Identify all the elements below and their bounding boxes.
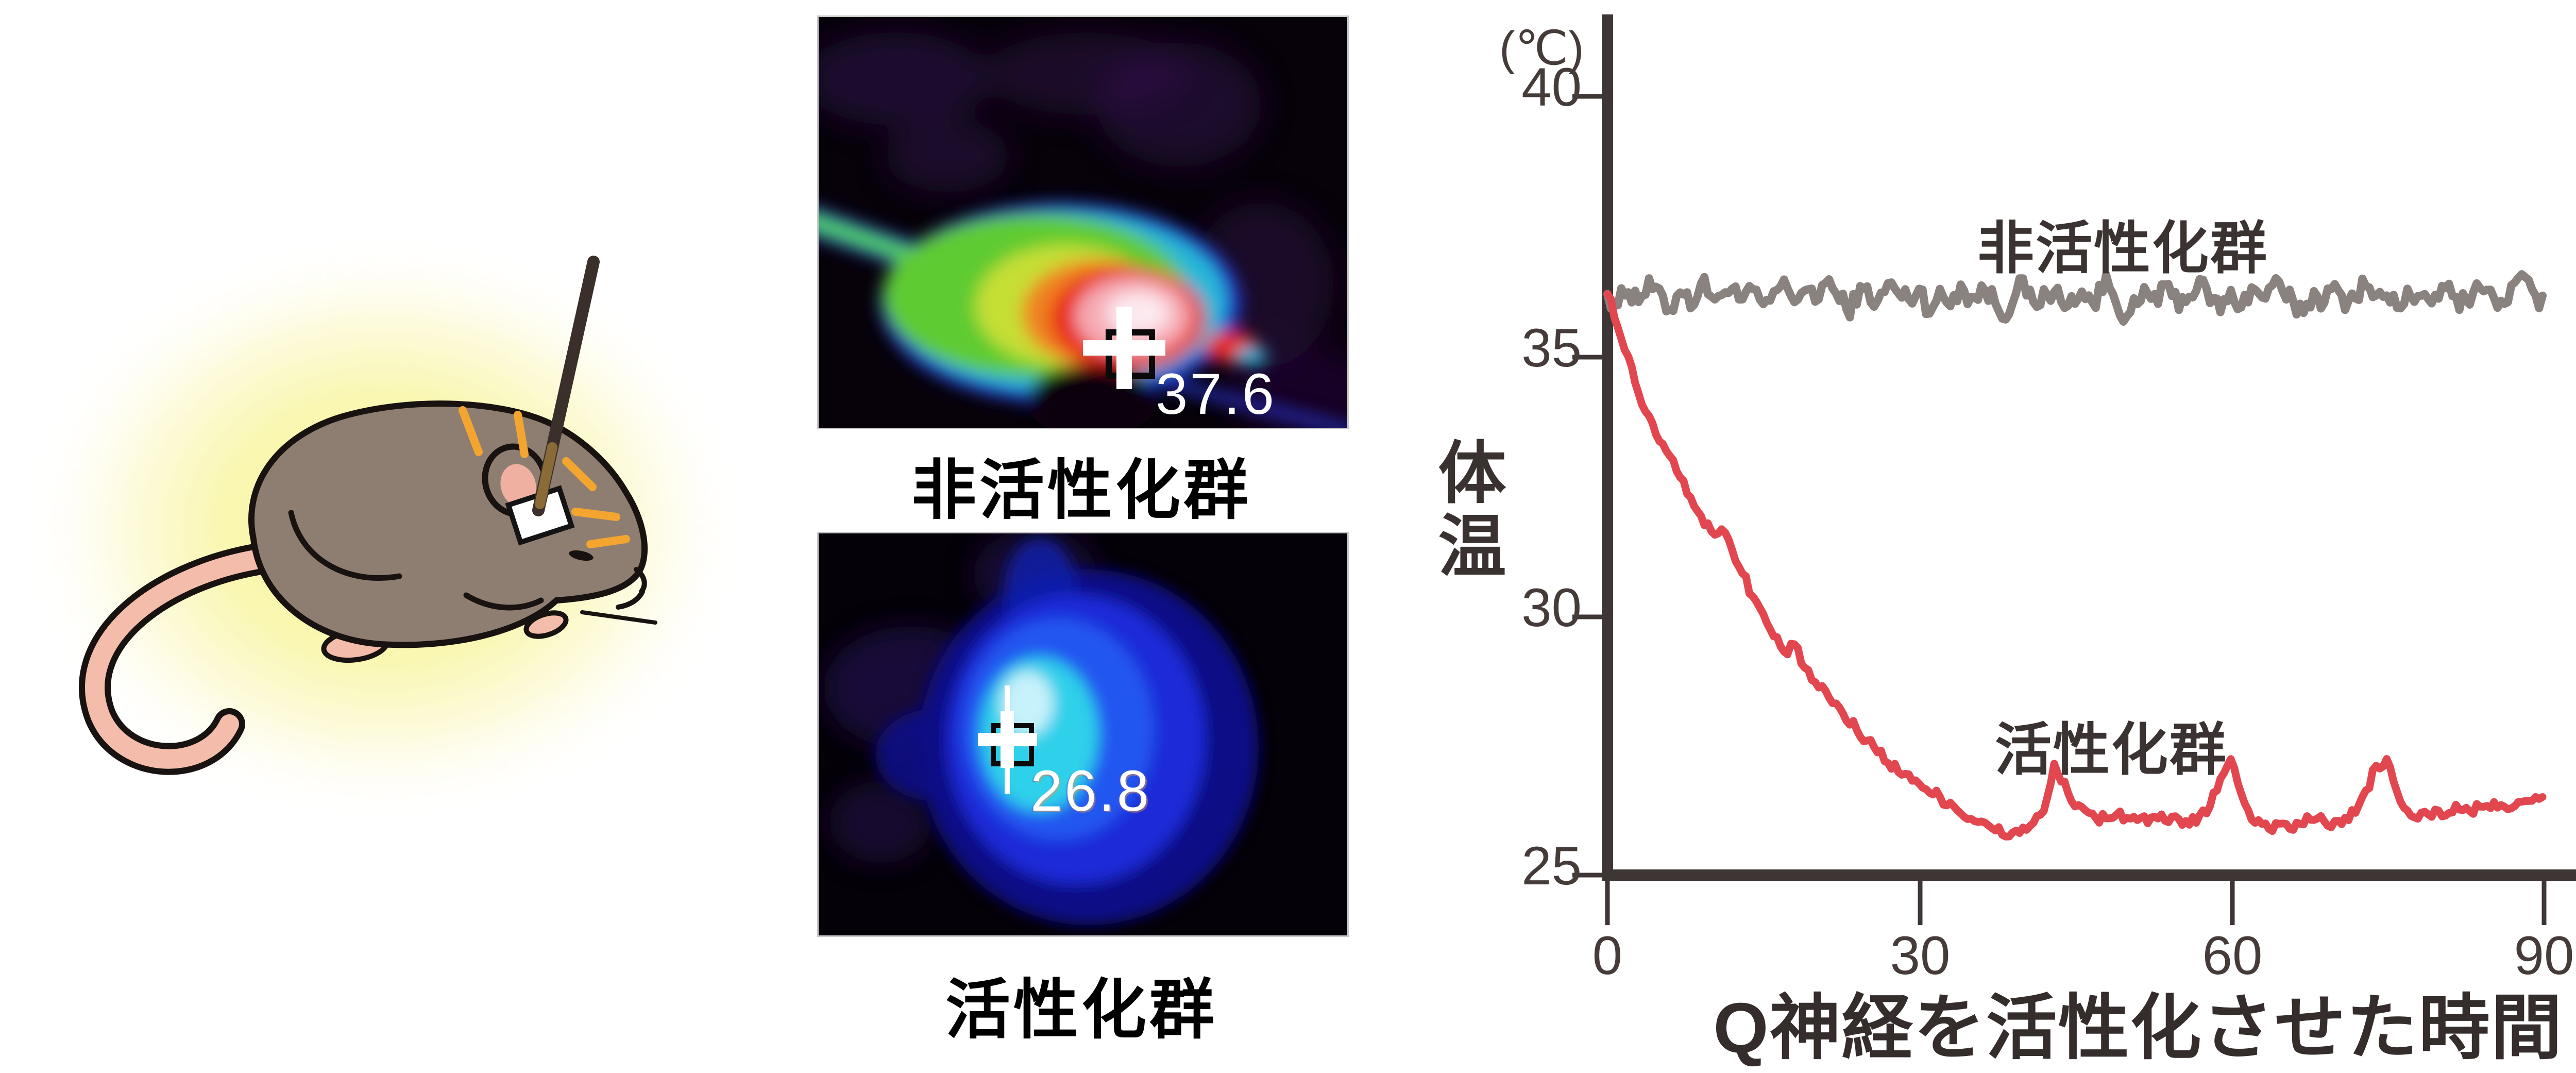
spark-lines [459, 406, 630, 548]
x-tick-label-30: 30 [1890, 926, 1951, 986]
y-axis-title: 体温 [1429, 437, 1504, 583]
caption-activated: 活性化群 [945, 974, 1217, 1046]
x-tick-label-60: 60 [2202, 926, 2263, 986]
mouse-haunch-line [288, 510, 402, 581]
x-tick-marks [1605, 881, 2547, 925]
thermal-image-activated [817, 532, 1349, 937]
series-line-activated [1603, 290, 2547, 841]
thermal-mouse-cold [875, 539, 1259, 925]
chart-series-lines [1603, 270, 2547, 841]
y-tick-label-40: 40 [1521, 57, 1582, 118]
cursor-cross-icon-activated-h [978, 733, 1037, 746]
mouse-shoulder-line [463, 592, 544, 611]
y-tick-label-25: 25 [1521, 836, 1582, 896]
y-tick-label-30: 30 [1521, 578, 1582, 638]
x-tick-label-90: 90 [2514, 926, 2574, 986]
series-label-activated: 活性化群 [1995, 718, 2228, 782]
mouse-eye [569, 550, 594, 561]
mouse-whisker [580, 610, 657, 625]
chart-axes [1572, 14, 2576, 925]
series-label-nonactivated: 非活性化群 [1977, 217, 2268, 280]
y-axis-unit: (℃) [1499, 22, 1584, 75]
cursor-cross-icon-nonactivated-h [1083, 340, 1165, 356]
series-line-nonactivated [1603, 270, 2547, 326]
mouse-tail [85, 549, 267, 769]
thermal-activated-canvas [819, 533, 1347, 935]
x-tick-label-0: 0 [1592, 926, 1623, 986]
mouse-mouth [616, 589, 645, 610]
y-tick-label-35: 35 [1521, 318, 1582, 378]
mouse-ear-inner [500, 464, 536, 507]
optic-fiber-tip [535, 442, 557, 509]
y-tick-marks [1572, 94, 1602, 878]
x-axis-title: Q神経を活性化させた時間 [1713, 988, 2563, 1068]
x-axis-unit: (分) [2573, 930, 2576, 1003]
caption-nonactivated: 非活性化群 [911, 454, 1251, 527]
temperature-readout-nonactivated: 37.6 [1156, 362, 1276, 426]
mouse-illustration [18, 232, 750, 825]
temperature-readout-activated: 26.8 [1030, 759, 1151, 823]
